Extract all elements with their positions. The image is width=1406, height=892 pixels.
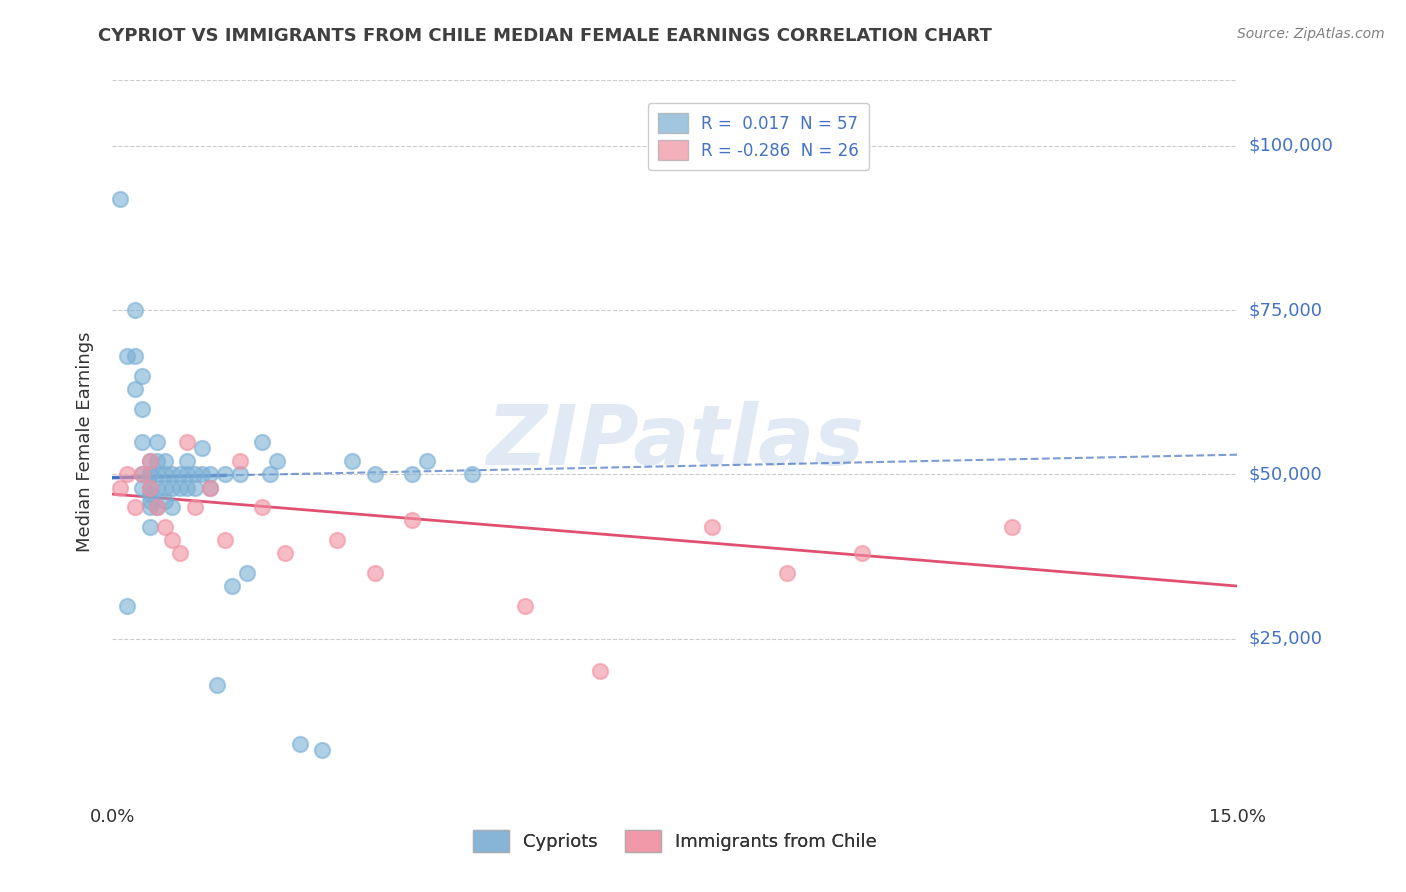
Point (131, 368, 153, 383)
Point (288, 737, 311, 751)
Point (108, 192, 131, 206)
Point (131, 481, 153, 495)
Point (364, 467, 387, 482)
Point (139, 467, 162, 482)
Point (176, 454, 198, 468)
Point (146, 467, 169, 482)
Point (162, 533, 184, 547)
Point (191, 441, 214, 455)
Point (139, 500, 162, 515)
Point (162, 500, 184, 515)
Point (326, 533, 349, 547)
Point (117, 599, 139, 613)
Legend: Cypriots, Immigrants from Chile: Cypriots, Immigrants from Chile (465, 822, 884, 859)
Text: $100,000: $100,000 (1249, 137, 1333, 155)
Point (229, 454, 252, 468)
Point (124, 500, 146, 515)
Point (153, 481, 176, 495)
Point (252, 434, 274, 449)
Point (191, 467, 214, 482)
Point (124, 303, 146, 318)
Point (184, 500, 207, 515)
Point (364, 566, 387, 580)
Point (162, 467, 184, 482)
Point (776, 566, 799, 580)
Point (214, 467, 236, 482)
Point (139, 454, 162, 468)
Point (401, 513, 423, 527)
Point (214, 533, 236, 547)
Point (184, 467, 207, 482)
Point (131, 434, 153, 449)
Point (169, 481, 191, 495)
Point (221, 579, 243, 593)
Point (169, 467, 191, 482)
Point (108, 481, 131, 495)
Y-axis label: Median Female Earnings: Median Female Earnings (76, 331, 94, 552)
Point (162, 481, 184, 495)
Point (207, 677, 229, 691)
Point (117, 349, 139, 363)
Point (169, 546, 191, 560)
Text: CYPRIOT VS IMMIGRANTS FROM CHILE MEDIAN FEMALE EARNINGS CORRELATION CHART: CYPRIOT VS IMMIGRANTS FROM CHILE MEDIAN … (98, 27, 993, 45)
Point (851, 546, 873, 560)
Point (117, 467, 139, 482)
Point (153, 454, 176, 468)
Point (176, 434, 198, 449)
Point (131, 467, 153, 482)
Point (146, 454, 169, 468)
Point (124, 349, 146, 363)
Point (131, 401, 153, 416)
Point (176, 467, 198, 482)
Point (513, 599, 536, 613)
Point (416, 454, 439, 468)
Point (139, 481, 162, 495)
Point (274, 546, 297, 560)
Point (702, 520, 724, 534)
Point (176, 481, 198, 495)
Text: $50,000: $50,000 (1249, 466, 1322, 483)
Point (139, 481, 162, 495)
Point (124, 382, 146, 396)
Point (252, 500, 274, 515)
Point (266, 454, 288, 468)
Point (1001, 520, 1024, 534)
Point (146, 500, 169, 515)
Point (146, 434, 169, 449)
Point (184, 481, 207, 495)
Point (259, 467, 281, 482)
Point (229, 467, 252, 482)
Point (139, 520, 162, 534)
Text: ZIPatlas: ZIPatlas (486, 401, 863, 482)
Point (153, 520, 176, 534)
Point (236, 566, 259, 580)
Point (139, 467, 162, 482)
Point (146, 500, 169, 515)
Point (139, 454, 162, 468)
Point (153, 493, 176, 508)
Point (311, 743, 333, 757)
Point (198, 481, 221, 495)
Point (342, 454, 364, 468)
Text: $75,000: $75,000 (1249, 301, 1323, 319)
Point (131, 467, 153, 482)
Point (153, 467, 176, 482)
Point (139, 493, 162, 508)
Text: Source: ZipAtlas.com: Source: ZipAtlas.com (1237, 27, 1385, 41)
Point (401, 467, 423, 482)
Text: $25,000: $25,000 (1249, 630, 1323, 648)
Point (139, 487, 162, 501)
Point (461, 467, 484, 482)
Point (589, 665, 612, 679)
Point (198, 467, 221, 482)
Point (198, 481, 221, 495)
Point (146, 481, 169, 495)
